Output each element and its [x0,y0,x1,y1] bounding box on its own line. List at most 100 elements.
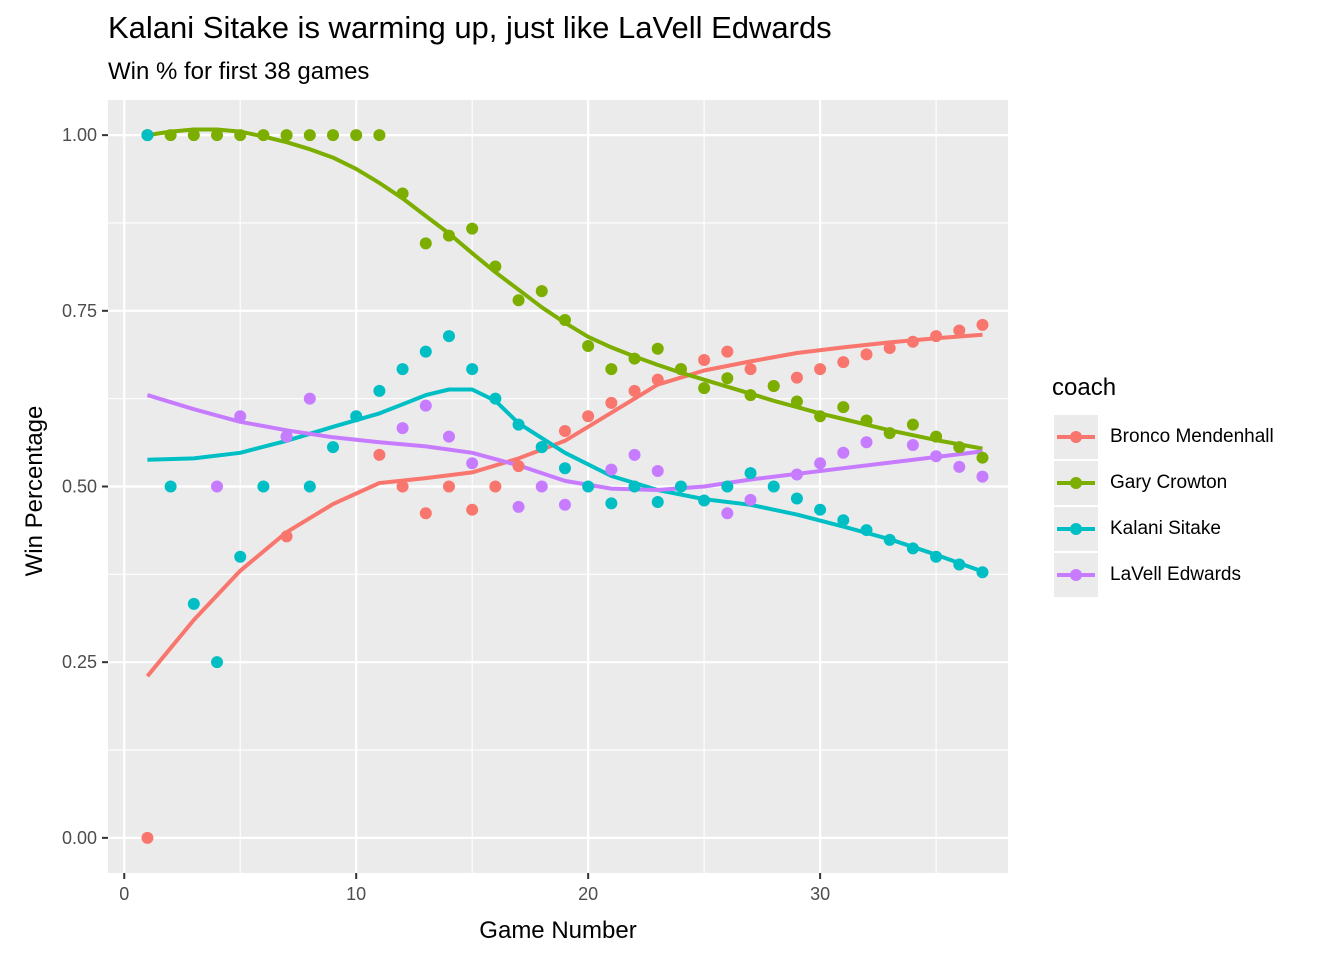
point-lavell-edwards [930,450,943,463]
point-gary-crowton [674,363,687,376]
legend-item-lavell-edwards: LaVell Edwards [1040,552,1274,598]
point-bronco-mendenhall [141,831,154,844]
point-gary-crowton [837,401,850,414]
x-tick-label: 10 [346,884,366,904]
point-lavell-edwards [211,480,224,493]
point-lavell-edwards [442,430,455,443]
point-lavell-edwards [303,392,316,405]
point-bronco-mendenhall [976,318,989,331]
point-bronco-mendenhall [558,424,571,437]
point-bronco-mendenhall [628,384,641,397]
point-kalani-sitake [558,462,571,475]
point-kalani-sitake [628,480,641,493]
point-gary-crowton [396,187,409,200]
point-lavell-edwards [976,470,989,483]
chart-subtitle: Win % for first 38 games [108,58,370,85]
point-lavell-edwards [396,422,409,435]
point-kalani-sitake [605,497,618,510]
legend-label: Kalani Sitake [1110,518,1221,539]
point-gary-crowton [721,372,734,385]
legend: coach Bronco Mendenhall Gary Crowton Kalan… [1040,374,1274,598]
point-bronco-mendenhall [860,348,873,361]
legend-key-lavell-edwards [1054,553,1098,597]
point-lavell-edwards [280,430,293,443]
x-tick-label: 30 [810,884,830,904]
x-tick-label: 20 [578,884,598,904]
point-kalani-sitake [837,514,850,527]
legend-key-bronco-mendenhall [1054,415,1098,459]
point-kalani-sitake [164,480,177,493]
point-bronco-mendenhall [698,354,711,367]
point-kalani-sitake [211,656,224,669]
point-bronco-mendenhall [883,342,896,355]
point-gary-crowton [582,339,595,352]
point-lavell-edwards [744,493,757,506]
point-lavell-edwards [790,468,803,481]
y-tick-label: 1.00 [62,125,97,145]
y-axis-title: Win Percentage [21,406,48,577]
point-gary-crowton [327,129,339,142]
point-bronco-mendenhall [953,324,966,337]
point-gary-crowton [303,129,316,142]
point-kalani-sitake [419,345,432,358]
legend-title: coach [1052,374,1117,401]
point-gary-crowton [744,389,757,402]
point-bronco-mendenhall [906,335,919,348]
point-kalani-sitake [512,418,525,431]
point-kalani-sitake [327,441,339,454]
point-kalani-sitake [883,533,896,546]
point-bronco-mendenhall [419,507,432,520]
point-bronco-mendenhall [582,410,595,423]
point-lavell-edwards [814,457,827,470]
axes: 0 10 20 30 0.00 0.25 0.50 0.75 1.00 [62,125,830,904]
point-lavell-edwards [535,480,548,493]
point-kalani-sitake [860,524,873,537]
point-bronco-mendenhall [605,396,618,409]
chart-title: Kalani Sitake is warming up, just like L… [108,10,832,45]
point-kalani-sitake [651,495,664,508]
point-lavell-edwards [512,500,525,513]
point-bronco-mendenhall [790,371,803,384]
point-gary-crowton [953,441,966,454]
y-tick-label: 0.50 [62,477,97,497]
point-kalani-sitake [906,542,919,555]
point-gary-crowton [489,260,502,273]
y-tick-label: 0.75 [62,301,97,321]
y-tick-label: 0.25 [62,652,97,672]
point-lavell-edwards [721,507,734,520]
point-gary-crowton [930,430,943,443]
point-kalani-sitake [744,467,757,480]
point-lavell-edwards [906,439,919,452]
point-bronco-mendenhall [489,480,502,493]
point-kalani-sitake [790,492,803,505]
point-kalani-sitake [466,363,479,376]
point-kalani-sitake [674,480,687,493]
point-gary-crowton [350,129,363,142]
point-kalani-sitake [442,330,455,343]
smooth-line-lavell-edwards [146,393,983,492]
point-lavell-edwards [605,463,618,476]
point-lavell-edwards [953,460,966,473]
point-gary-crowton [651,342,664,355]
point-gary-crowton [814,410,827,423]
legend-item-kalani-sitake: Kalani Sitake [1040,506,1274,552]
point-lavell-edwards [419,399,432,412]
point-kalani-sitake [396,363,409,376]
point-kalani-sitake [141,129,154,142]
point-gary-crowton [906,418,919,431]
data-points [141,129,989,844]
point-bronco-mendenhall [373,448,386,461]
point-kalani-sitake [257,480,270,493]
legend-item-bronco-mendenhall: Bronco Mendenhall [1040,414,1274,460]
point-bronco-mendenhall [396,480,409,493]
point-kalani-sitake [303,480,316,493]
point-gary-crowton [187,129,200,142]
point-bronco-mendenhall [930,330,943,343]
point-gary-crowton [280,129,293,142]
point-gary-crowton [605,363,618,376]
point-kalani-sitake [535,441,548,454]
point-gary-crowton [164,129,177,142]
point-gary-crowton [373,129,386,142]
x-tick-label: 0 [119,884,129,904]
